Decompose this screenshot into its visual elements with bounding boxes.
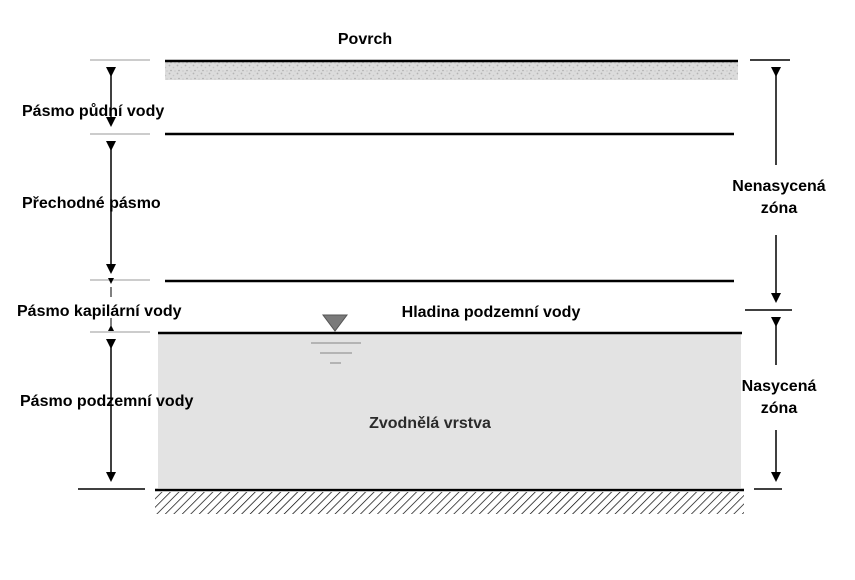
water-table-label: Hladina podzemní vody <box>402 304 581 321</box>
left-zone-guides <box>90 59 150 333</box>
surface-texture <box>165 62 738 80</box>
intermediate-zone-label: Přechodné pásmo <box>22 195 161 212</box>
soil-water-zone-label: Pásmo půdní vody <box>22 103 164 120</box>
groundwater-zone-label: Pásmo podzemní vody <box>20 393 193 410</box>
saturated-zone-label-1: Nasycená <box>742 378 817 395</box>
right-zone-guides <box>745 59 792 490</box>
unsaturated-zone-label-1: Nenasycená <box>732 178 825 195</box>
aquifer-label: Zvodnělá vrstva <box>369 415 491 432</box>
aquifer-area <box>158 334 741 488</box>
unsaturated-zone-label-2: zóna <box>761 200 798 217</box>
capillary-arrow-head-bottom <box>108 325 114 331</box>
bedrock-hatch <box>155 492 744 514</box>
inverted-triangle-icon <box>311 314 361 364</box>
saturated-zone-label-2: zóna <box>761 400 798 417</box>
surface-label: Povrch <box>338 31 392 48</box>
capillary-arrow-head-top <box>108 278 114 284</box>
capillary-zone-label: Pásmo kapilární vody <box>17 303 182 320</box>
